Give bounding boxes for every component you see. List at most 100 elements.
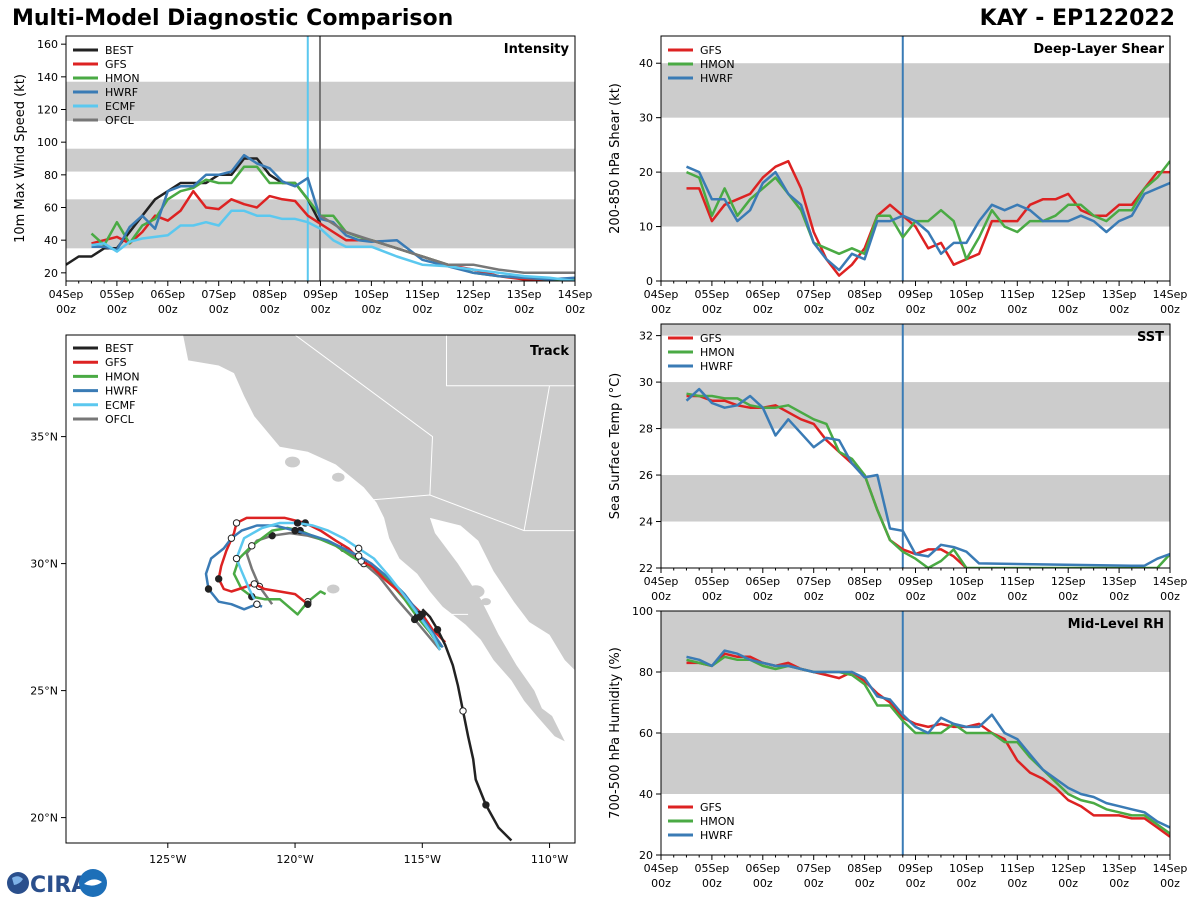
legend-label: ECMF (105, 399, 135, 412)
x-tick-label: 05Sep (100, 288, 135, 301)
x-tick-label: 10Sep (949, 575, 984, 588)
x-tick-label: 11Sep (405, 288, 440, 301)
y-tick-label: 35°N (30, 431, 58, 444)
state-border (523, 385, 550, 531)
chart-title: Intensity (504, 42, 570, 57)
x-tick-label: 00z (702, 590, 722, 603)
y-tick-label: 30 (639, 376, 653, 389)
x-tick-label: 09Sep (898, 288, 933, 301)
x-tick-label: 11Sep (1000, 575, 1035, 588)
shaded-band (661, 611, 1170, 672)
chart-shear: 04Sep 00z 05Sep 00z 06Sep 00z 07Sep 00z 08Sep 00z… (608, 35, 1187, 316)
chart-title: SST (1137, 330, 1164, 345)
state-border (368, 494, 575, 532)
x-tick-label: 00z (1007, 877, 1027, 890)
x-tick-label: 00z (311, 303, 331, 316)
track-marker (215, 575, 223, 583)
x-tick-label: 05Sep (695, 575, 730, 588)
x-tick-label: 13Sep (507, 288, 542, 301)
x-tick-label: 00z (1058, 877, 1078, 890)
x-tick-label: 07Sep (201, 288, 236, 301)
x-tick-label: 00z (412, 303, 432, 316)
state-border (294, 335, 434, 496)
x-tick-label: 00z (957, 590, 977, 603)
x-tick-label: 07Sep (796, 862, 831, 875)
x-tick-label: 00z (565, 303, 585, 316)
x-tick-label: 11Sep (1000, 862, 1035, 875)
x-tick-label: 115°W (404, 853, 441, 866)
x-tick-label: 00z (855, 877, 875, 890)
x-tick-label: 00z (1058, 303, 1078, 316)
x-tick-label: 04Sep (644, 862, 679, 875)
x-tick-label: 10Sep (949, 862, 984, 875)
track-marker (268, 531, 276, 540)
map-area (183, 335, 575, 842)
y-axis-label: 200-850 hPa Shear (kt) (608, 83, 623, 234)
y-tick-label: 25°N (30, 685, 58, 698)
shaded-band (661, 63, 1170, 118)
x-tick-label: 05Sep (695, 288, 730, 301)
series-line-ecmf (91, 209, 575, 281)
x-tick-label: 00z (804, 303, 824, 316)
y-tick-label: 28 (639, 423, 653, 436)
x-tick-label: 00z (651, 303, 671, 316)
x-tick-label: 00z (702, 303, 722, 316)
legend-label: HWRF (105, 86, 138, 99)
track-line-gfs (217, 516, 447, 644)
chart-intensity: 04Sep 00z 05Sep 00z 06Sep 00z 07Sep 00z 08Sep 00z… (13, 35, 592, 316)
track-marker (354, 544, 363, 553)
y-axis-label: Sea Surface Temp (°C) (608, 373, 623, 520)
x-tick-label: 00z (906, 590, 926, 603)
legend-label: HMON (700, 346, 735, 359)
x-tick-label: 07Sep (796, 575, 831, 588)
land-mass (183, 335, 575, 742)
y-tick-label: 0 (646, 275, 653, 288)
map-frame (65, 334, 576, 844)
x-tick-label: 00z (1109, 590, 1129, 603)
x-tick-label: 00z (158, 303, 178, 316)
legend-label: GFS (700, 44, 722, 57)
x-tick-label: 08Sep (847, 862, 882, 875)
y-tick-label: 30°N (30, 558, 58, 571)
track-marker (253, 600, 261, 608)
x-tick-label: 05Sep (695, 862, 730, 875)
legend-label: HMON (700, 58, 735, 71)
x-tick-label: 00z (1007, 590, 1027, 603)
x-tick-label: 14Sep (1153, 575, 1188, 588)
x-tick-label: 125°W (149, 853, 186, 866)
island (332, 472, 345, 482)
x-tick-label: 12Sep (1051, 288, 1086, 301)
x-tick-label: 00z (753, 877, 773, 890)
y-tick-label: 20 (639, 849, 653, 862)
y-tick-label: 160 (37, 38, 58, 51)
x-tick-label: 00z (260, 303, 280, 316)
island (326, 584, 340, 594)
x-tick-label: 07Sep (796, 288, 831, 301)
y-tick-label: 30 (639, 112, 653, 125)
chart-sst: 04Sep 00z 05Sep 00z 06Sep 00z 07Sep 00z 08Sep 00z… (608, 323, 1188, 603)
x-tick-label: 00z (209, 303, 229, 316)
y-tick-label: 40 (44, 234, 58, 247)
track-marker (291, 526, 299, 535)
chart-title: Mid-Level RH (1068, 617, 1164, 632)
legend-label: GFS (700, 332, 722, 345)
x-tick-label: 00z (514, 303, 534, 316)
y-tick-label: 80 (639, 666, 653, 679)
track-marker (248, 542, 256, 550)
y-tick-label: 40 (639, 57, 653, 70)
y-tick-label: 26 (639, 469, 653, 482)
y-tick-label: 80 (44, 169, 58, 182)
x-tick-label: 00z (753, 303, 773, 316)
y-tick-label: 100 (632, 605, 653, 618)
legend-label: OFCL (105, 114, 135, 127)
track-line-hwrf (204, 524, 444, 649)
logo-text: CIRA (30, 873, 88, 898)
x-tick-label: 11Sep (1000, 288, 1035, 301)
series-line-ofcl (319, 214, 575, 275)
x-tick-label: 00z (855, 303, 875, 316)
track-marker (250, 580, 259, 588)
track-marker (459, 707, 467, 715)
page-title: Multi-Model Diagnostic Comparison (12, 6, 454, 31)
series-group (686, 159, 1170, 277)
x-tick-label: 110°W (531, 853, 568, 866)
